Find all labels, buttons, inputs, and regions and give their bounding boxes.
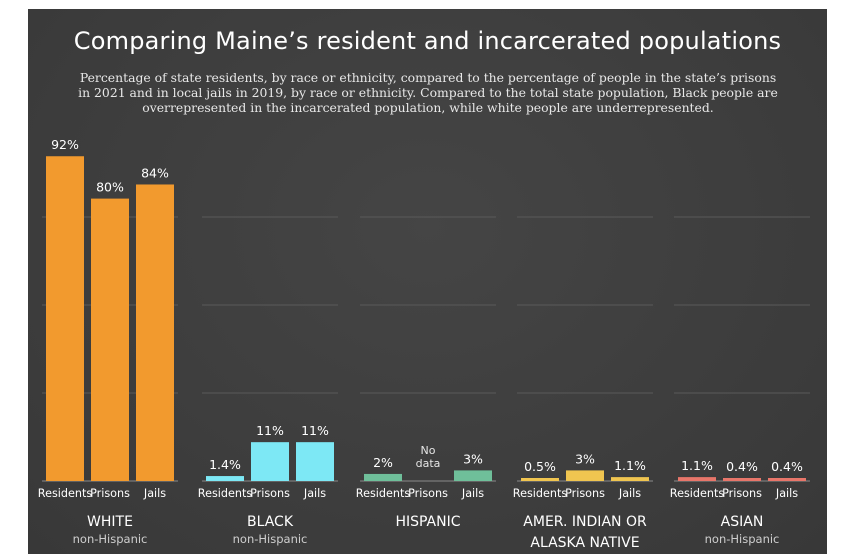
tick-label: Residents <box>513 487 568 500</box>
bar <box>46 156 84 482</box>
group-label: WHITE <box>87 514 133 530</box>
tick-label: Prisons <box>722 487 762 500</box>
data-label: 11% <box>301 423 329 438</box>
data-label: 2% <box>373 455 393 470</box>
tick-label: Residents <box>198 487 253 500</box>
tick-label: Prisons <box>408 487 448 500</box>
group-label: ASIAN <box>721 514 764 530</box>
tick-label: Prisons <box>250 487 290 500</box>
tick-label: Residents <box>38 487 93 500</box>
group-sublabel: non-Hispanic <box>705 532 780 546</box>
data-label: 1.4% <box>209 457 241 472</box>
bar <box>611 477 649 481</box>
group-label: AMER. INDIAN OR <box>523 514 647 530</box>
data-label: 0.4% <box>771 459 803 474</box>
tick-label: Jails <box>461 487 484 500</box>
data-label: 11% <box>256 423 284 438</box>
chart-subtitle: Percentage of state residents, by race o… <box>78 70 778 115</box>
bar <box>723 478 761 481</box>
tick-label: Jails <box>618 487 641 500</box>
chart-title: Comparing Maine’s resident and incarcera… <box>73 27 782 55</box>
tick-label: Jails <box>303 487 326 500</box>
group-sublabel: non-Hispanic <box>233 532 308 546</box>
bar <box>364 473 402 481</box>
tick-label: Prisons <box>90 487 130 500</box>
bar <box>566 470 604 481</box>
data-label: 3% <box>463 451 483 466</box>
group-label: HISPANIC <box>395 514 460 530</box>
data-label: 1.1% <box>614 458 646 473</box>
data-label: 0.5% <box>524 459 556 474</box>
data-label: 0.4% <box>726 459 758 474</box>
data-label: 1.1% <box>681 458 713 473</box>
data-label: 80% <box>96 180 124 195</box>
bar <box>768 478 806 481</box>
group-sublabel: non-Hispanic <box>73 532 148 546</box>
bar <box>206 476 244 481</box>
data-label: No data <box>416 444 441 470</box>
tick-label: Residents <box>356 487 411 500</box>
bar <box>91 198 129 481</box>
tick-label: Prisons <box>565 487 605 500</box>
tick-label: Jails <box>775 487 798 500</box>
bar <box>454 470 492 481</box>
group-label: ALASKA NATIVE <box>530 535 639 551</box>
tick-label: Residents <box>670 487 725 500</box>
data-label: 3% <box>575 451 595 466</box>
tick-label: Jails <box>143 487 166 500</box>
bar <box>251 442 289 481</box>
bar <box>678 477 716 481</box>
bar <box>521 478 559 481</box>
group-label: BLACK <box>247 514 294 530</box>
chart-panel: Comparing Maine’s resident and incarcera… <box>28 9 827 554</box>
bar <box>136 184 174 482</box>
data-label: 92% <box>51 137 79 152</box>
data-label: 84% <box>141 165 169 180</box>
bar <box>296 442 334 481</box>
